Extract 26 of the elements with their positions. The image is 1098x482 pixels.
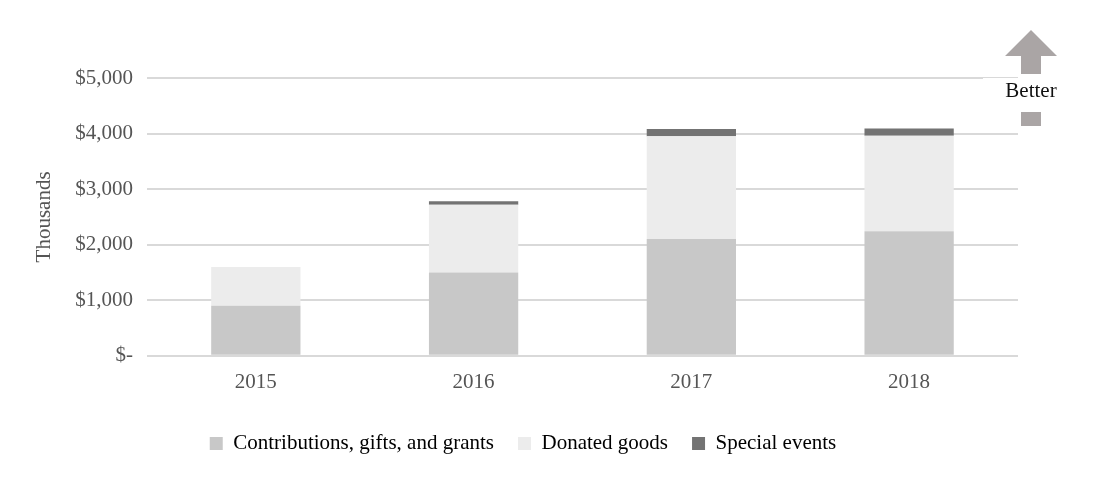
y-tick-label: $2,000 [75,231,133,256]
bar [211,305,301,355]
y-tick-label: $5,000 [75,64,133,89]
bar [428,201,519,205]
legend-label: Special events [715,430,837,455]
bar [646,136,736,240]
legend-label: Donated goods [541,430,669,455]
bar [864,135,954,232]
x-tick-label: 2016 [452,368,495,393]
y-axis-title: Thousands [31,171,56,263]
y-tick-label: $4,000 [75,120,133,145]
bar [428,204,519,273]
x-tick-label: 2018 [888,368,931,393]
legend-label: Contributions, gifts, and grants [233,430,494,455]
x-tick-label: 2017 [670,368,713,393]
y-tick-label: $1,000 [75,286,133,311]
bar [864,128,954,136]
annotation: Better [983,78,1079,103]
y-tick-label: $- [115,342,133,367]
bar [428,272,519,355]
x-tick-label: 2015 [234,368,277,393]
bar [864,231,954,355]
bar [646,129,736,137]
bar [646,239,736,355]
y-tick-label: $3,000 [75,175,133,200]
bar [211,266,301,306]
